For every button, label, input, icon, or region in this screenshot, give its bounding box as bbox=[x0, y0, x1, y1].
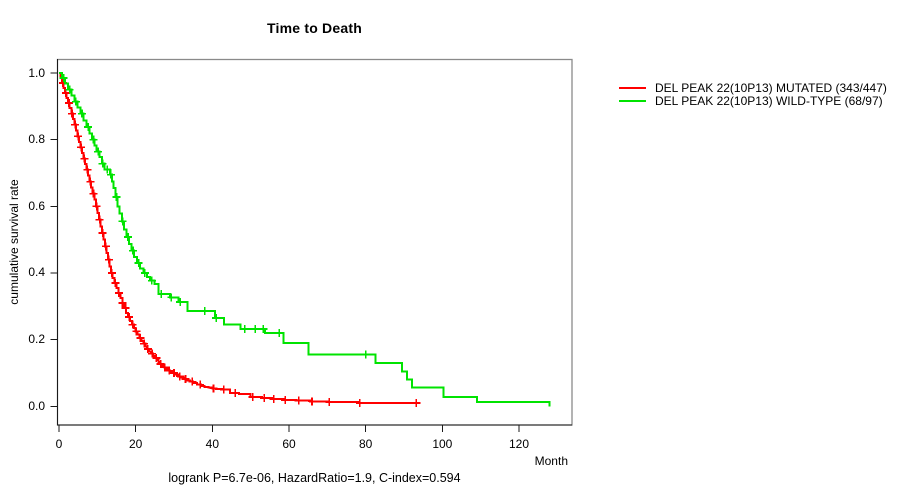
y-tick-label: 0.6 bbox=[28, 198, 45, 213]
y-tick-label: 0.2 bbox=[28, 332, 45, 347]
censor-marks-wildtype bbox=[59, 73, 370, 359]
censor-marks-mutated bbox=[58, 78, 421, 407]
legend-label-mutated: DEL PEAK 22(10P13) MUTATED (343/447) bbox=[655, 80, 887, 95]
y-tick-label: 0.0 bbox=[28, 398, 45, 413]
x-tick-label: 0 bbox=[55, 437, 63, 451]
x-tick-label: 40 bbox=[205, 437, 219, 451]
stats-caption: logrank P=6.7e-06, HazardRatio=1.9, C-in… bbox=[168, 471, 461, 485]
survival-curve-wildtype bbox=[59, 72, 551, 407]
x-tick-label: 20 bbox=[128, 437, 143, 451]
x-axis-label: Month bbox=[534, 454, 568, 468]
x-tick-label: 100 bbox=[432, 437, 453, 451]
legend-item-mutated: DEL PEAK 22(10P13) MUTATED (343/447) bbox=[619, 81, 887, 95]
legend-line-mutated bbox=[619, 86, 646, 89]
y-tick-label: 0.4 bbox=[28, 265, 45, 280]
legend-label-wildtype: DEL PEAK 22(10P13) WILD-TYPE (68/97) bbox=[655, 94, 883, 109]
x-tick-label: 80 bbox=[358, 437, 373, 451]
chart-title: Time to Death bbox=[267, 20, 362, 36]
legend-line-wildtype bbox=[619, 100, 646, 103]
plot-frame bbox=[56, 58, 573, 426]
x-tick-label: 60 bbox=[282, 437, 296, 451]
y-tick-label: 0.8 bbox=[28, 132, 45, 147]
x-tick-label: 120 bbox=[508, 437, 530, 451]
legend: DEL PEAK 22(10P13) MUTATED (343/447) DEL… bbox=[619, 81, 887, 108]
y-tick-label: 1.0 bbox=[28, 65, 45, 80]
legend-item-wildtype: DEL PEAK 22(10P13) WILD-TYPE (68/97) bbox=[619, 94, 887, 109]
